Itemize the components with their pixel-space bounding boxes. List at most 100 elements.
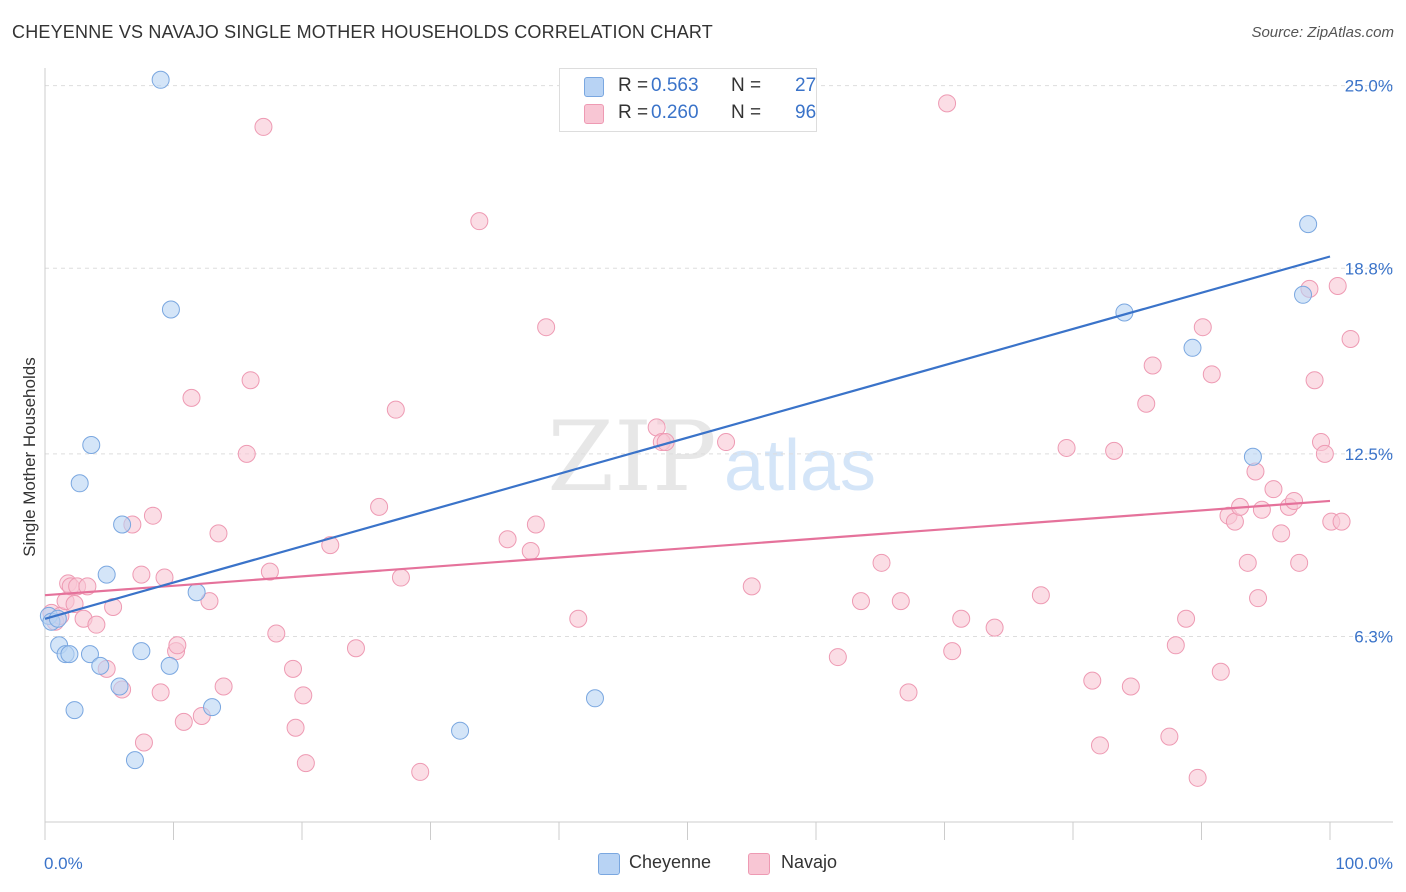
r-value: 0.563 xyxy=(651,75,699,96)
navajo-point xyxy=(237,444,256,463)
watermark-atlas: atlas xyxy=(724,426,876,506)
navajo-point xyxy=(521,542,540,561)
x-tick-label-min: 0.0% xyxy=(44,854,83,873)
navajo-point xyxy=(132,565,151,584)
navajo-point xyxy=(241,371,260,390)
navajo-point xyxy=(899,683,918,702)
navajo-point xyxy=(346,639,365,658)
watermark-zip: ZIP xyxy=(547,401,716,513)
r-label: R = xyxy=(618,102,649,123)
navajo-point xyxy=(260,562,279,581)
navajo-point xyxy=(569,609,588,628)
navajo-point xyxy=(952,609,971,628)
x-tick-label-max: 100.0% xyxy=(1335,854,1393,873)
navajo-swatch xyxy=(584,104,604,124)
navajo-point xyxy=(1031,586,1050,605)
cheyenne-legend-label: Cheyenne xyxy=(629,852,712,872)
navajo-point xyxy=(296,754,315,773)
navajo-point xyxy=(1137,394,1156,413)
navajo-point xyxy=(537,318,556,337)
navajo-point xyxy=(267,624,286,643)
cheyenne-point xyxy=(1294,285,1313,304)
navajo-point xyxy=(891,592,910,611)
navajo-point xyxy=(1305,371,1324,390)
cheyenne-point xyxy=(132,642,151,661)
n-value: 27 xyxy=(795,75,817,96)
cheyenne-point xyxy=(1299,215,1318,234)
navajo-point xyxy=(1121,677,1140,696)
navajo-point xyxy=(1285,491,1304,510)
cheyenne-point xyxy=(110,677,129,696)
navajo-point xyxy=(168,636,187,655)
navajo-legend-swatch xyxy=(748,853,770,875)
y-tick-label: 25.0% xyxy=(1345,77,1393,96)
cheyenne-point xyxy=(585,689,604,708)
navajo-point xyxy=(1166,636,1185,655)
n-label: N = xyxy=(731,102,762,123)
cheyenne-point xyxy=(151,70,170,89)
navajo-point xyxy=(182,388,201,407)
cheyenne-point xyxy=(1243,447,1262,466)
chart-title: CHEYENNE VS NAVAJO SINGLE MOTHER HOUSEHO… xyxy=(12,22,713,42)
navajo-point xyxy=(1057,438,1076,457)
navajo-point xyxy=(872,553,891,572)
correlation-legend: R = 0.563 N = 27 R = 0.260 N = 96 xyxy=(559,68,817,132)
navajo-point xyxy=(985,618,1004,637)
navajo-point xyxy=(1252,500,1271,519)
navajo-point xyxy=(1083,671,1102,690)
navajo-point xyxy=(254,117,273,136)
navajo-point xyxy=(1177,609,1196,628)
navajo-point xyxy=(1341,329,1360,348)
navajo-point xyxy=(200,592,219,611)
navajo-point xyxy=(214,677,233,696)
source-credit: Source: ZipAtlas.com xyxy=(1251,24,1394,41)
cheyenne-point xyxy=(160,656,179,675)
navajo-point xyxy=(742,577,761,596)
navajo-point xyxy=(1090,736,1109,755)
navajo-point xyxy=(1160,727,1179,746)
navajo-point xyxy=(294,686,313,705)
navajo-point xyxy=(1272,524,1291,543)
navajo-point xyxy=(938,94,957,113)
navajo-point xyxy=(391,568,410,587)
navajo-point xyxy=(370,497,389,516)
navajo-point xyxy=(1105,441,1124,460)
navajo-point xyxy=(78,577,97,596)
navajo-point xyxy=(286,718,305,737)
cheyenne-point xyxy=(60,645,79,664)
cheyenne-trend-line xyxy=(44,255,1331,620)
navajo-point xyxy=(411,762,430,781)
navajo-point xyxy=(1290,553,1309,572)
navajo-point xyxy=(143,506,162,525)
cheyenne-point xyxy=(65,701,84,720)
cheyenne-point xyxy=(161,300,180,319)
navajo-legend-label: Navajo xyxy=(781,852,838,872)
y-tick-label: 12.5% xyxy=(1345,445,1393,464)
cheyenne-legend-swatch xyxy=(598,853,620,875)
navajo-trend-line xyxy=(44,499,1331,597)
navajo-point xyxy=(321,536,340,555)
navajo-point xyxy=(151,683,170,702)
cheyenne-point xyxy=(1183,338,1202,357)
navajo-point xyxy=(1202,365,1221,384)
cheyenne-point xyxy=(91,656,110,675)
cheyenne-point xyxy=(82,436,101,454)
cheyenne-point xyxy=(451,721,470,740)
navajo-point xyxy=(717,433,736,452)
navajo-point xyxy=(943,642,962,661)
cheyenne-swatch xyxy=(584,77,604,97)
navajo-point xyxy=(1188,768,1207,787)
navajo-point xyxy=(1211,662,1230,681)
navajo-point xyxy=(87,615,106,634)
navajo-point xyxy=(1264,480,1283,499)
navajo-point xyxy=(1332,512,1351,531)
navajo-point xyxy=(470,212,489,231)
cheyenne-point xyxy=(203,698,222,717)
navajo-point xyxy=(284,659,303,678)
navajo-point xyxy=(134,733,153,752)
navajo-point xyxy=(1328,276,1347,295)
navajo-point xyxy=(1249,589,1268,608)
cheyenne-point xyxy=(80,645,99,664)
navajo-point xyxy=(851,592,870,611)
